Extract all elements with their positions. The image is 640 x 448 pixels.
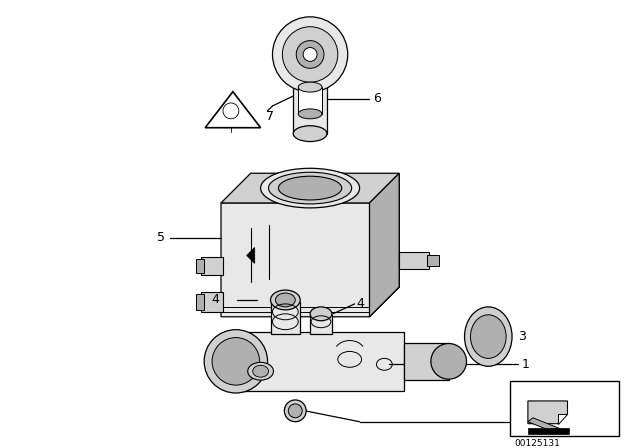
Ellipse shape <box>293 126 327 142</box>
Ellipse shape <box>253 365 269 377</box>
Ellipse shape <box>303 47 317 61</box>
Ellipse shape <box>470 315 506 358</box>
Ellipse shape <box>431 344 467 379</box>
Ellipse shape <box>289 404 302 418</box>
Ellipse shape <box>271 290 300 310</box>
Polygon shape <box>310 315 332 334</box>
Ellipse shape <box>278 176 342 200</box>
Polygon shape <box>201 292 223 312</box>
Ellipse shape <box>275 293 295 307</box>
Bar <box>510 381 619 435</box>
Ellipse shape <box>269 172 351 204</box>
Text: 00125131: 00125131 <box>514 439 560 448</box>
Ellipse shape <box>296 41 324 68</box>
Polygon shape <box>557 414 568 424</box>
Polygon shape <box>236 332 404 391</box>
Text: 7: 7 <box>266 110 273 123</box>
Ellipse shape <box>293 63 327 79</box>
Polygon shape <box>528 418 563 434</box>
Polygon shape <box>196 259 204 273</box>
Polygon shape <box>399 252 429 269</box>
Text: 6: 6 <box>374 92 381 105</box>
Polygon shape <box>293 71 327 134</box>
Polygon shape <box>247 247 255 263</box>
Ellipse shape <box>273 17 348 92</box>
Ellipse shape <box>310 307 332 321</box>
Polygon shape <box>528 401 568 424</box>
Polygon shape <box>404 343 449 380</box>
Ellipse shape <box>204 330 268 393</box>
Ellipse shape <box>284 400 306 422</box>
Polygon shape <box>205 92 260 128</box>
Polygon shape <box>221 173 399 203</box>
Ellipse shape <box>298 109 322 119</box>
Polygon shape <box>271 302 300 334</box>
Ellipse shape <box>260 168 360 208</box>
Text: 5: 5 <box>157 231 164 244</box>
Polygon shape <box>221 173 399 317</box>
Text: 1: 1 <box>522 358 530 371</box>
Polygon shape <box>427 255 439 266</box>
Polygon shape <box>298 87 322 114</box>
Text: 4: 4 <box>211 293 219 306</box>
Text: 4: 4 <box>356 297 365 310</box>
Text: 3: 3 <box>518 330 526 343</box>
Polygon shape <box>201 258 223 275</box>
Ellipse shape <box>298 82 322 92</box>
Text: 2: 2 <box>522 415 530 428</box>
Polygon shape <box>196 294 204 310</box>
Ellipse shape <box>212 338 260 385</box>
Ellipse shape <box>282 27 338 82</box>
Ellipse shape <box>465 307 512 366</box>
Polygon shape <box>369 173 399 317</box>
Bar <box>528 428 570 434</box>
Ellipse shape <box>248 362 273 380</box>
